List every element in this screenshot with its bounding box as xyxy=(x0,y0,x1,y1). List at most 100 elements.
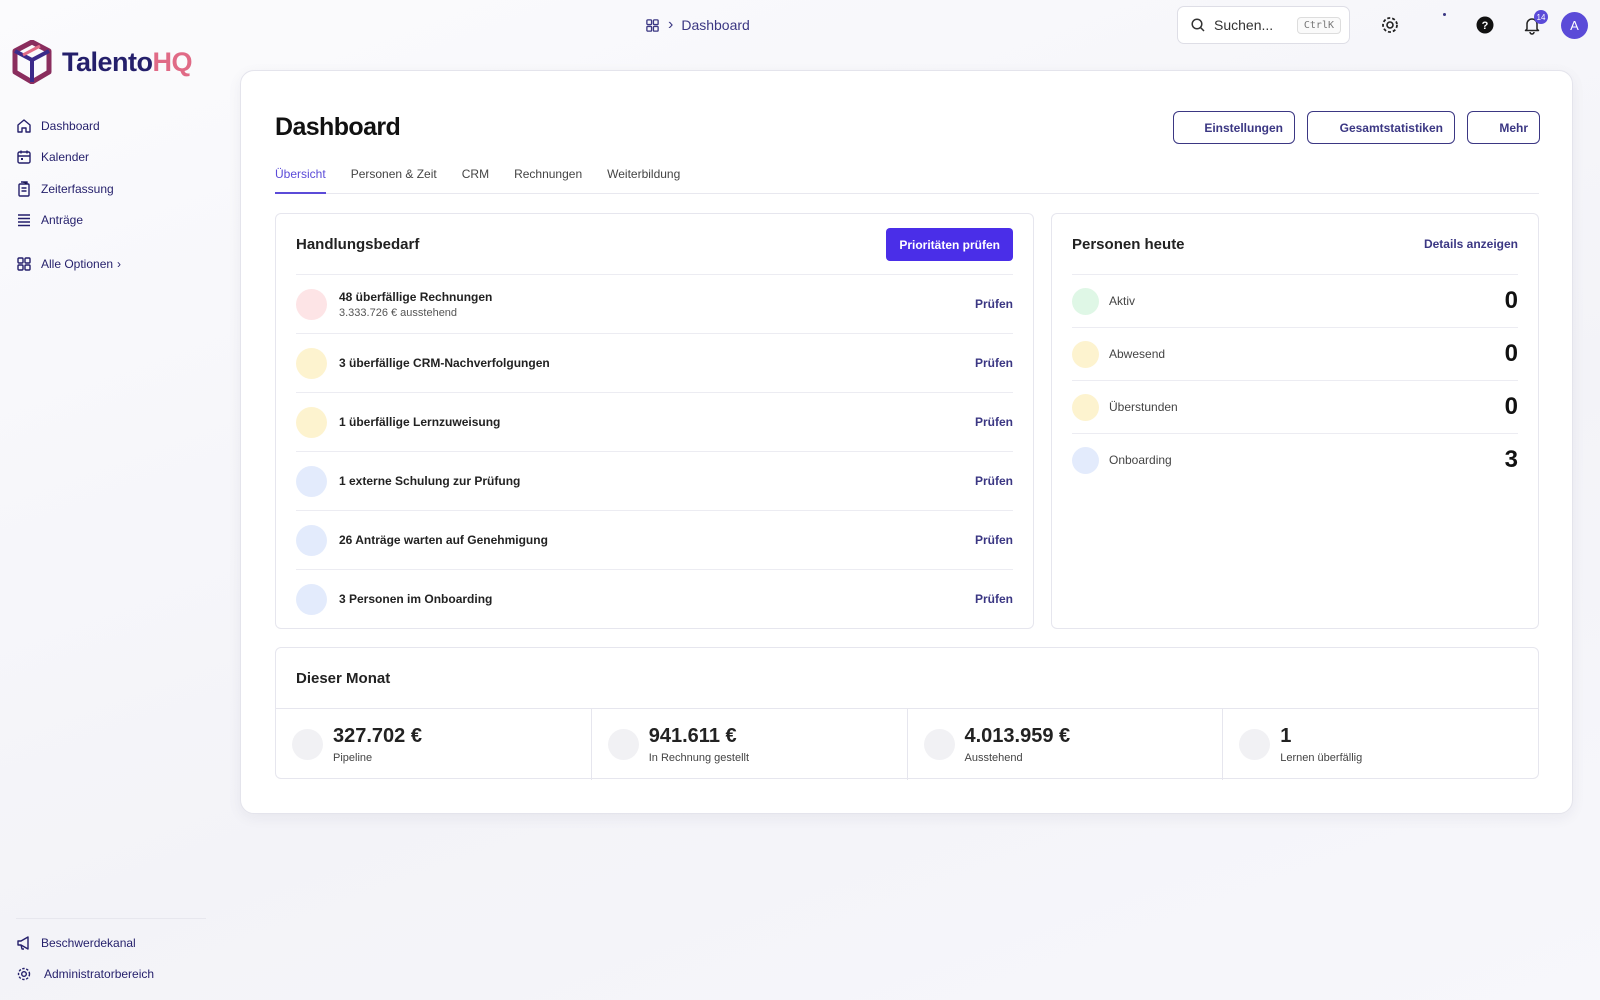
page-title: Dashboard xyxy=(275,113,401,141)
requests-icon xyxy=(18,214,30,227)
tab-people-time[interactable]: Personen & Zeit xyxy=(350,167,437,181)
month-panel-title: Dieser Monat xyxy=(296,670,391,687)
status-circle xyxy=(296,583,327,615)
people-row: Onboarding 3 xyxy=(1072,433,1518,486)
status-circle xyxy=(296,465,327,497)
sidebar-item-label: Administratorbereich xyxy=(44,967,155,982)
megaphone-icon xyxy=(17,936,29,950)
search-placeholder: Suchen... xyxy=(1214,17,1274,33)
check-link[interactable]: Prüfen xyxy=(974,533,1013,547)
tab-crm[interactable]: CRM xyxy=(461,167,490,181)
status-dot xyxy=(1443,13,1446,16)
action-row: 3 überfällige CRM-Nachverfolgungen Prüfe… xyxy=(296,333,1013,392)
stat-icon-circle xyxy=(923,729,955,760)
breadcrumb-current[interactable]: Dashboard xyxy=(681,17,750,33)
stat-invoiced[interactable]: 941.611 € In Rechnung gestellt xyxy=(592,709,908,780)
sidebar-bottom-nav: Beschwerdekanal Administratorbereich xyxy=(16,927,206,990)
check-priorities-button[interactable]: Prioritäten prüfen xyxy=(886,228,1013,261)
settings-page-button[interactable]: Einstellungen xyxy=(1173,111,1295,144)
tab-training[interactable]: Weiterbildung xyxy=(607,167,681,181)
check-link[interactable]: Prüfen xyxy=(974,415,1013,429)
sidebar-item-zeiterfassung[interactable]: Zeiterfassung xyxy=(16,173,206,205)
sidebar-item-dashboard[interactable]: Dashboard xyxy=(16,110,206,142)
search-icon xyxy=(1191,18,1205,32)
stat-icon-circle xyxy=(607,729,639,760)
action-row-subtitle: 3.333.726 € ausstehend xyxy=(339,306,458,319)
stat-learning-overdue[interactable]: 1 Lernen überfällig xyxy=(1223,709,1538,780)
sidebar-item-all-options[interactable]: Alle Optionen › xyxy=(16,248,206,280)
tab-invoices[interactable]: Rechnungen xyxy=(514,167,583,181)
sidebar-item-label: Kalender xyxy=(41,150,90,165)
status-circle xyxy=(296,406,327,438)
sidebar-item-label: Beschwerdekanal xyxy=(41,935,136,950)
settings-button[interactable] xyxy=(1379,14,1401,36)
gear-icon xyxy=(1382,17,1398,33)
more-button[interactable]: Mehr xyxy=(1467,111,1540,144)
month-panel: Dieser Monat 327.702 € Pipeline 941.611 €… xyxy=(275,647,1539,780)
stat-pipeline[interactable]: 327.702 € Pipeline xyxy=(276,709,592,780)
sidebar-item-antraege[interactable]: Anträge xyxy=(16,205,206,237)
action-row-title: 3 Personen im Onboarding xyxy=(339,592,493,606)
search-shortcut: CtrlK xyxy=(1296,16,1341,34)
people-row-value: 0 xyxy=(1504,393,1518,420)
svg-text:?: ? xyxy=(1482,20,1489,32)
people-row-value: 3 xyxy=(1504,446,1518,473)
tab-overview[interactable]: Übersicht xyxy=(275,159,326,194)
stat-value: 1 xyxy=(1280,725,1292,747)
people-row-label: Aktiv xyxy=(1109,294,1136,308)
tab-bar: Übersicht Personen & Zeit CRM Rechnungen… xyxy=(275,159,1539,194)
action-row-title: 26 Anträge warten auf Genehmigung xyxy=(339,533,548,547)
sidebar-item-beschwerdekanal[interactable]: Beschwerdekanal xyxy=(16,927,206,959)
stat-label: In Rechnung gestellt xyxy=(648,752,750,764)
sidebar-item-label: Alle Optionen xyxy=(41,256,114,271)
status-circle xyxy=(1072,393,1099,421)
check-link[interactable]: Prüfen xyxy=(974,297,1013,311)
stat-label: Lernen überfällig xyxy=(1280,752,1363,764)
sidebar-divider xyxy=(16,918,206,919)
action-row-title: 1 externe Schulung zur Prüfung xyxy=(339,474,521,488)
sidebar-item-kalender[interactable]: Kalender xyxy=(16,142,206,174)
breadcrumb: › Dashboard xyxy=(645,16,750,34)
stat-label: Ausstehend xyxy=(964,752,1023,764)
people-row-label: Überstunden xyxy=(1109,400,1178,414)
gear-icon xyxy=(17,968,31,981)
sidebar-item-label: Anträge xyxy=(41,213,84,228)
status-circle xyxy=(1072,287,1099,315)
calendar-icon xyxy=(17,150,31,164)
action-panel-title: Handlungsbedarf xyxy=(296,236,420,253)
people-row-value: 0 xyxy=(1504,340,1518,367)
total-stats-button[interactable]: Gesamtstatistiken xyxy=(1307,111,1455,144)
people-row: Überstunden 0 xyxy=(1072,380,1518,433)
search-input[interactable]: Suchen... CtrlK xyxy=(1177,6,1350,44)
check-link[interactable]: Prüfen xyxy=(974,356,1013,370)
avatar[interactable]: A xyxy=(1561,12,1588,39)
grid-icon xyxy=(17,257,31,271)
status-circle xyxy=(296,524,327,556)
grid-icon[interactable] xyxy=(645,18,660,33)
brand-logo[interactable]: TalentoHQ xyxy=(12,40,192,84)
notification-badge: 14 xyxy=(1534,10,1548,24)
help-button[interactable]: ? xyxy=(1474,14,1496,36)
stat-value: 941.611 € xyxy=(648,725,737,747)
people-panel: Personen heute Details anzeigen Aktiv 0 … xyxy=(1051,213,1539,629)
details-link[interactable]: Details anzeigen xyxy=(1423,237,1518,251)
check-link[interactable]: Prüfen xyxy=(974,474,1013,488)
help-icon: ? xyxy=(1476,16,1494,34)
status-circle xyxy=(296,288,327,320)
sidebar-item-label: Zeiterfassung xyxy=(41,181,114,196)
people-row-value: 0 xyxy=(1504,287,1518,314)
stat-label: Pipeline xyxy=(333,752,373,764)
sidebar-item-administratorbereich[interactable]: Administratorbereich xyxy=(16,959,206,991)
cube-logo-icon xyxy=(12,40,52,84)
sidebar-nav: Dashboard Kalender Zeiterfassung Anträge… xyxy=(16,110,206,280)
home-icon xyxy=(17,119,31,133)
status-circle xyxy=(296,347,327,379)
stat-value: 327.702 € xyxy=(333,725,422,747)
time-tracking-icon xyxy=(18,181,30,197)
brand-name: TalentoHQ xyxy=(62,46,192,77)
stat-icon-circle xyxy=(1239,729,1271,760)
people-row: Abwesend 0 xyxy=(1072,327,1518,380)
check-link[interactable]: Prüfen xyxy=(974,592,1013,606)
stat-outstanding[interactable]: 4.013.959 € Ausstehend xyxy=(908,709,1224,780)
action-panel: Handlungsbedarf Prioritäten prüfen 48 üb… xyxy=(275,213,1034,629)
